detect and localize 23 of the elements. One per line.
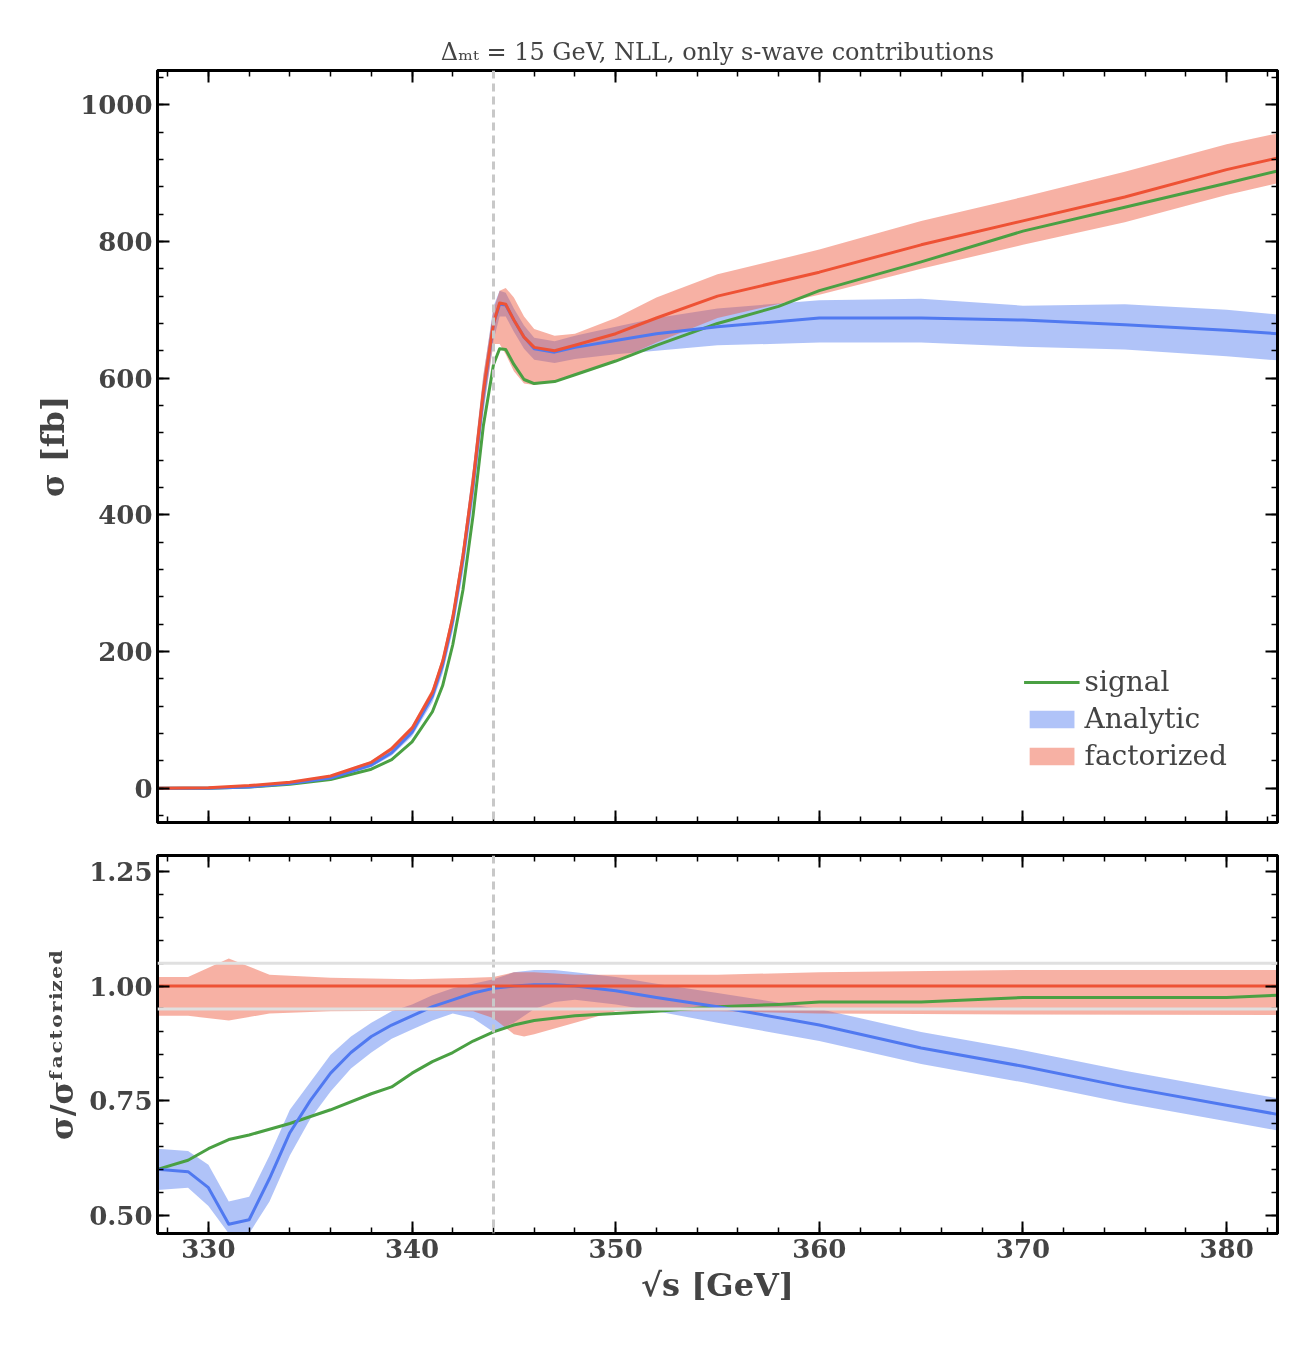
y-tick-label: 400: [98, 500, 153, 531]
x-tick-label: 380: [1199, 1233, 1254, 1264]
x-tick-label: 330: [181, 1233, 236, 1264]
y-tick-label: 0: [134, 773, 153, 804]
x-axis-title: √s [GeV]: [641, 1265, 794, 1304]
y-tick-label: 800: [98, 226, 153, 257]
y-tick-label: 0.75: [89, 1086, 153, 1117]
y-tick-label: 200: [98, 637, 153, 668]
y-tick-label: 1.00: [89, 971, 153, 1002]
y-tick-label: 1000: [80, 90, 153, 121]
y-tick-label: 1.25: [89, 857, 153, 888]
legend-label: Analytic: [1084, 702, 1201, 735]
x-tick-label: 350: [588, 1233, 643, 1264]
y-axis-title: σ/σᶠᵃᶜᵗᵒʳⁱᶻᵉᵈ: [43, 949, 82, 1140]
legend-label: signal: [1084, 665, 1170, 698]
legend-label: factorized: [1084, 739, 1227, 772]
x-tick-label: 340: [384, 1233, 440, 1264]
y-tick-label: 600: [98, 363, 153, 394]
y-axis-title: σ [fb]: [34, 395, 73, 498]
x-tick-label: 370: [995, 1233, 1051, 1264]
chart-title: Δₘₜ = 15 GeV, NLL, only s-wave contributions: [440, 37, 995, 66]
x-tick-label: 360: [792, 1233, 847, 1264]
y-tick-label: 0.50: [89, 1200, 153, 1231]
